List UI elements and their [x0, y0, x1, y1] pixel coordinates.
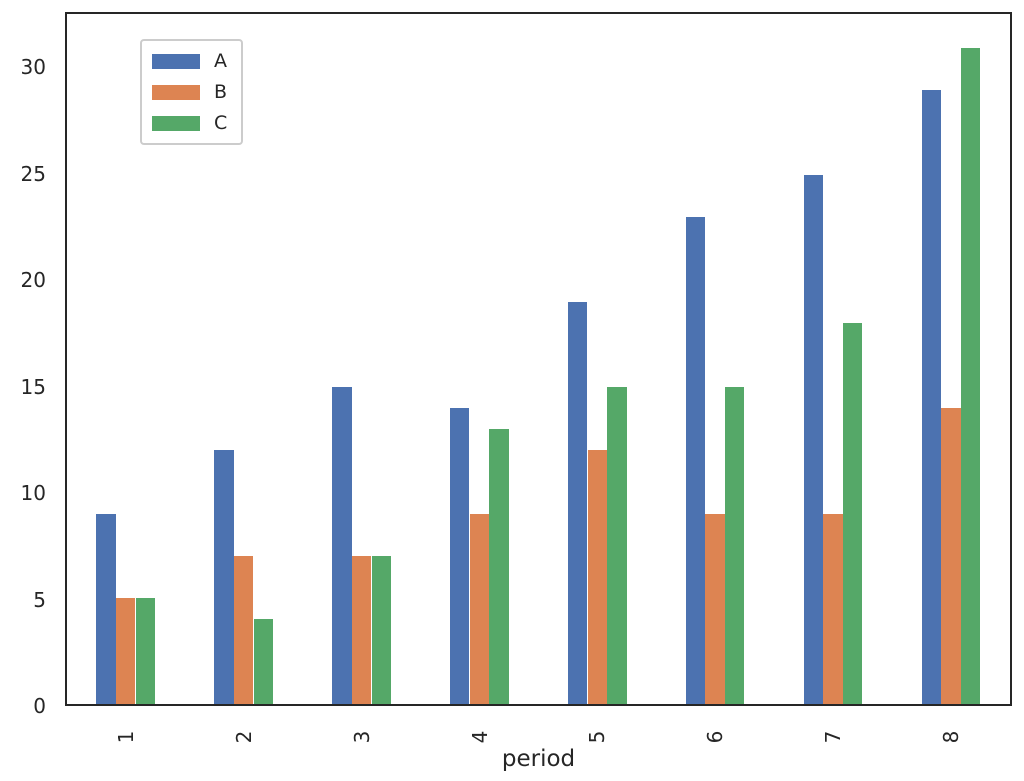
- legend-item-A: A: [152, 50, 227, 72]
- legend-item-label: B: [214, 81, 228, 103]
- bar-A-4: [450, 407, 470, 704]
- bar-A-6: [685, 217, 706, 704]
- bar-A-2: [214, 450, 234, 704]
- x-tick-label: 3: [349, 730, 374, 744]
- bar-B-1: [116, 598, 136, 704]
- bar-C-3: [371, 555, 391, 704]
- y-tick-label: 25: [20, 161, 46, 186]
- legend-item-B: B: [152, 81, 227, 103]
- bar-B-5: [587, 450, 607, 704]
- y-tick-label: 0: [33, 694, 46, 718]
- bar-A-8: [921, 90, 941, 704]
- bar-C-5: [607, 386, 627, 704]
- x-tick-label: 1: [113, 730, 138, 744]
- bar-A-3: [332, 386, 352, 704]
- y-tick-label: 30: [20, 55, 46, 80]
- legend-swatch-A: [152, 53, 200, 69]
- bar-C-8: [960, 47, 981, 704]
- bar-B-6: [705, 513, 725, 704]
- bar-B-4: [469, 513, 490, 704]
- bar-B-8: [941, 407, 961, 704]
- x-tick-label: 6: [703, 730, 728, 744]
- x-axis-label: period: [501, 746, 576, 772]
- bar-B-3: [351, 555, 372, 704]
- y-tick-label: 15: [20, 374, 46, 399]
- x-tick-label: 7: [821, 730, 846, 744]
- bar-A-7: [803, 174, 824, 704]
- y-tick-label: 20: [20, 268, 46, 293]
- bar-C-2: [253, 619, 273, 704]
- bar-C-7: [843, 323, 863, 704]
- legend-item-label: A: [214, 50, 227, 72]
- legend-swatch-C: [152, 115, 200, 131]
- legend-item-C: C: [152, 112, 227, 134]
- legend-item-label: C: [214, 112, 228, 134]
- legend-swatch-B: [152, 84, 200, 100]
- x-tick-label: 2: [231, 730, 256, 744]
- x-tick-label: 8: [939, 730, 964, 744]
- bar-C-6: [725, 386, 745, 704]
- x-tick-label: 5: [585, 730, 610, 744]
- y-tick-label: 5: [33, 587, 46, 612]
- bar-C-4: [489, 428, 509, 704]
- x-tick-label: 4: [467, 730, 492, 744]
- bar-C-1: [135, 598, 156, 704]
- bar-B-2: [233, 555, 254, 704]
- bar-B-7: [823, 513, 843, 704]
- bar-A-5: [567, 301, 588, 704]
- bar-A-1: [96, 513, 116, 704]
- y-tick-label: 10: [20, 481, 46, 506]
